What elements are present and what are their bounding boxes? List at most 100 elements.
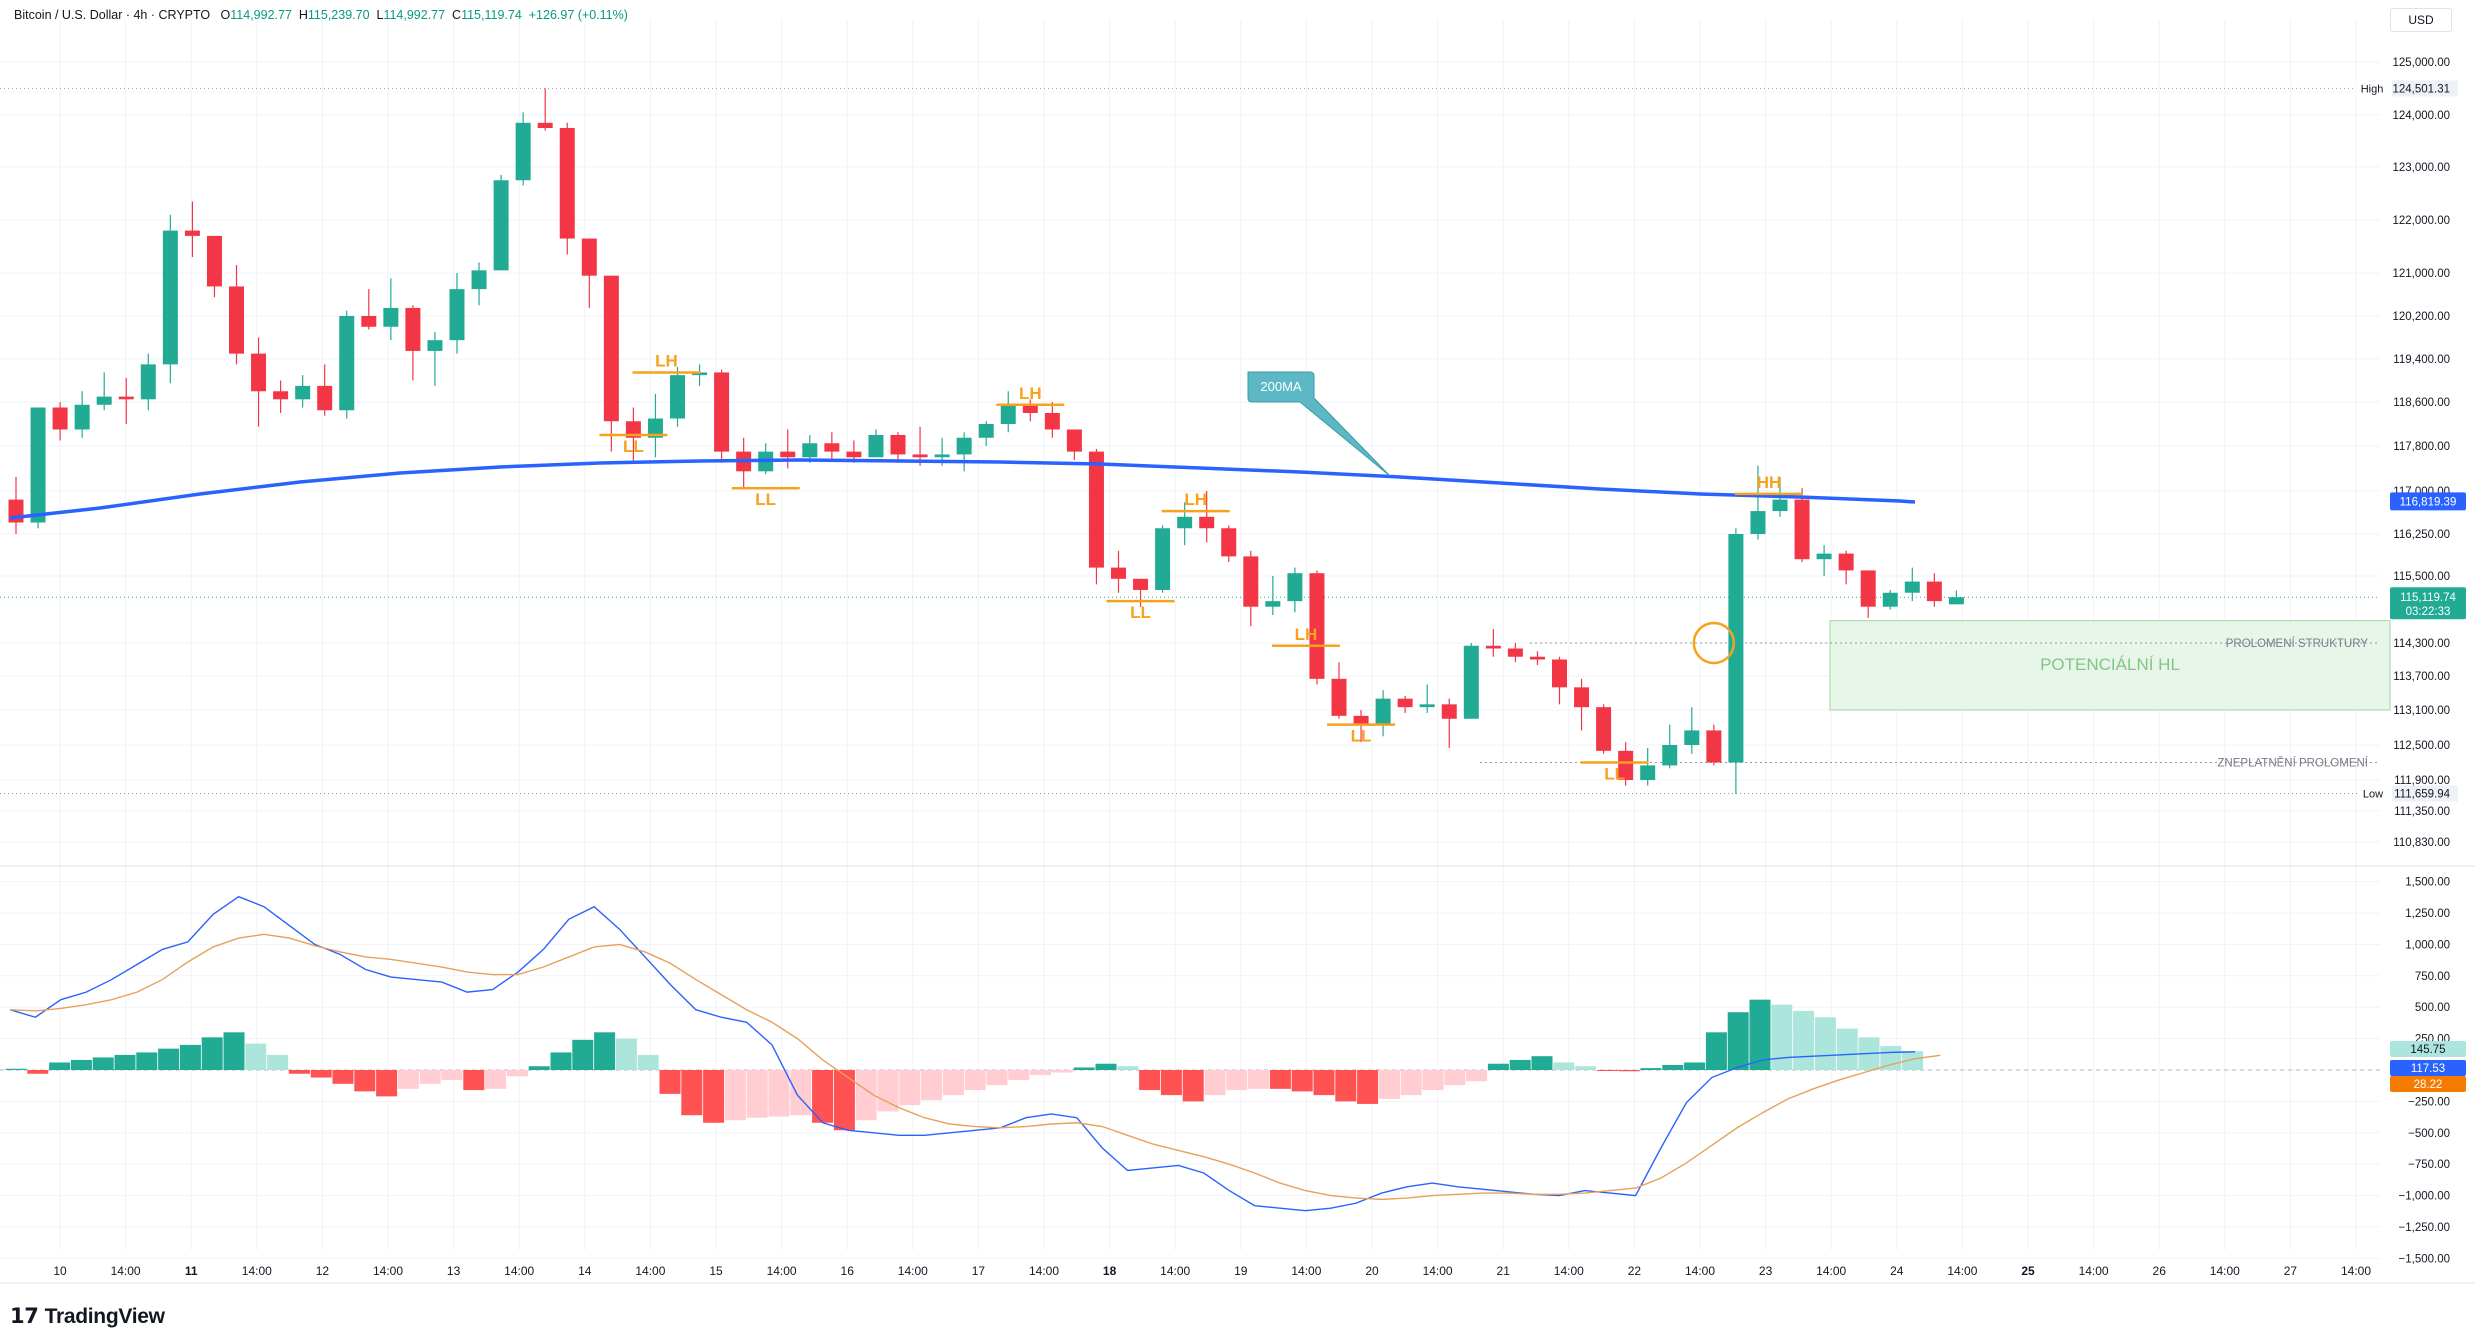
macd-histogram-bar	[1531, 1056, 1553, 1070]
candle-body	[1596, 707, 1612, 751]
candle	[912, 426, 928, 466]
macd-histogram-bar	[1902, 1051, 1924, 1070]
macd-histogram-bar	[1008, 1070, 1030, 1081]
macd-histogram-bar	[1313, 1070, 1335, 1096]
time-tick-label: 14:00	[1029, 1264, 1059, 1278]
price-tick-label: 121,000.00	[2392, 268, 2450, 280]
candle-body	[361, 316, 377, 327]
macd-histogram-bar	[964, 1070, 986, 1091]
macd-value-label: 145.75	[2410, 1044, 2445, 1056]
candle-body	[1706, 730, 1722, 763]
candle	[1926, 573, 1942, 607]
macd-histogram-bar	[1139, 1070, 1161, 1091]
candle-body	[1441, 704, 1457, 719]
annotation-label: LL	[755, 490, 776, 509]
time-tick-label: 13	[447, 1264, 461, 1278]
candle	[1353, 710, 1369, 743]
time-tick-label: 24	[1890, 1264, 1904, 1278]
low-label: L	[376, 8, 384, 22]
candle-body	[1221, 528, 1237, 557]
macd-histogram-bar	[877, 1070, 899, 1112]
candle	[890, 432, 906, 463]
macd-histogram-bar	[1705, 1032, 1727, 1070]
candle-body	[1529, 656, 1545, 660]
time-tick-label: 14:00	[1160, 1264, 1190, 1278]
macd-histogram-bar	[1051, 1070, 1073, 1073]
time-tick-label: 14:00	[2210, 1264, 2240, 1278]
macd-histogram-bar	[1575, 1066, 1597, 1070]
candle	[1397, 695, 1413, 713]
time-tick-label: 21	[1497, 1264, 1511, 1278]
last-price-label: 115,119.74	[2400, 592, 2456, 604]
candle	[1948, 590, 1964, 605]
macd-histogram-bar	[1182, 1070, 1204, 1102]
close-label: C	[452, 8, 462, 22]
candle-body	[714, 372, 730, 452]
candle	[1596, 704, 1612, 754]
high-tag-bg	[2356, 80, 2388, 97]
macd-tick-label: 1,500.00	[2405, 877, 2450, 889]
tradingview-logo[interactable]: 𝟭𝟳 TradingView	[10, 1304, 165, 1329]
time-tick-label: 22	[1628, 1264, 1642, 1278]
macd-histogram-bar	[1269, 1070, 1291, 1089]
high-value-label: 124,501.31	[2392, 83, 2450, 95]
price-tick-label: 113,700.00	[2393, 671, 2450, 683]
structure-annotations: LH LL LL LH LH LL LH LL LL HH	[599, 351, 1803, 784]
candle	[1463, 643, 1479, 719]
macd-histogram-bar	[1357, 1070, 1379, 1104]
price-tick-label: 122,000.00	[2392, 215, 2450, 227]
macd-value-tag	[2390, 1060, 2466, 1076]
candle	[824, 432, 840, 461]
macd-histogram-bar	[1749, 999, 1771, 1070]
candle-body	[140, 364, 156, 400]
branding-label: TradingView	[44, 1305, 165, 1328]
candle	[1507, 643, 1523, 663]
time-tick-label: 25	[2021, 1264, 2035, 1278]
candle-body	[1926, 581, 1942, 602]
candle-body	[978, 424, 994, 438]
time-tick-label: 10	[53, 1264, 67, 1278]
macd-histogram-bar	[1640, 1068, 1662, 1070]
candle	[1706, 724, 1722, 766]
high-value-bg	[2392, 80, 2458, 97]
macd-histogram-bar	[332, 1070, 354, 1084]
macd-histogram-bar	[201, 1037, 223, 1070]
macd-histogram-bar	[376, 1070, 398, 1097]
candle-body	[1860, 570, 1876, 607]
macd-histogram-bar	[550, 1052, 572, 1070]
candle	[1243, 550, 1259, 627]
candle	[140, 353, 156, 411]
candle-body	[1066, 429, 1082, 452]
candle-body	[515, 122, 531, 181]
candle-body	[603, 275, 619, 422]
candle-body	[162, 230, 178, 365]
macd-histogram-bar	[1487, 1063, 1509, 1070]
candle	[1177, 502, 1193, 546]
candle	[714, 369, 730, 463]
signal-line	[9, 933, 1941, 1201]
annotation-label: LL	[1130, 603, 1151, 622]
macd-tick-label: −1,500.00	[2399, 1253, 2450, 1265]
macd-value-tag	[2390, 1076, 2466, 1092]
candle-body	[1243, 556, 1259, 607]
candle	[1199, 491, 1215, 543]
macd-histogram-bar	[1248, 1070, 1270, 1089]
candle	[1529, 651, 1545, 665]
candle	[670, 367, 685, 427]
currency-button[interactable]: USD	[2390, 8, 2452, 32]
zone-label: POTENCIÁLNÍ HL	[2040, 655, 2180, 674]
candle-body	[625, 421, 641, 438]
low-value-label: 111,659.94	[2394, 789, 2450, 801]
candle	[1419, 684, 1435, 713]
candle-body	[868, 435, 884, 458]
candle	[537, 88, 553, 131]
candle-body	[912, 454, 928, 458]
time-tick-label: 15	[709, 1264, 723, 1278]
candle-body	[339, 316, 355, 411]
time-tick-label: 14:00	[1423, 1264, 1453, 1278]
tradingview-icon: 𝟭𝟳	[10, 1305, 39, 1328]
candle	[736, 437, 752, 489]
candle	[229, 265, 244, 365]
candle-body	[1552, 659, 1567, 688]
